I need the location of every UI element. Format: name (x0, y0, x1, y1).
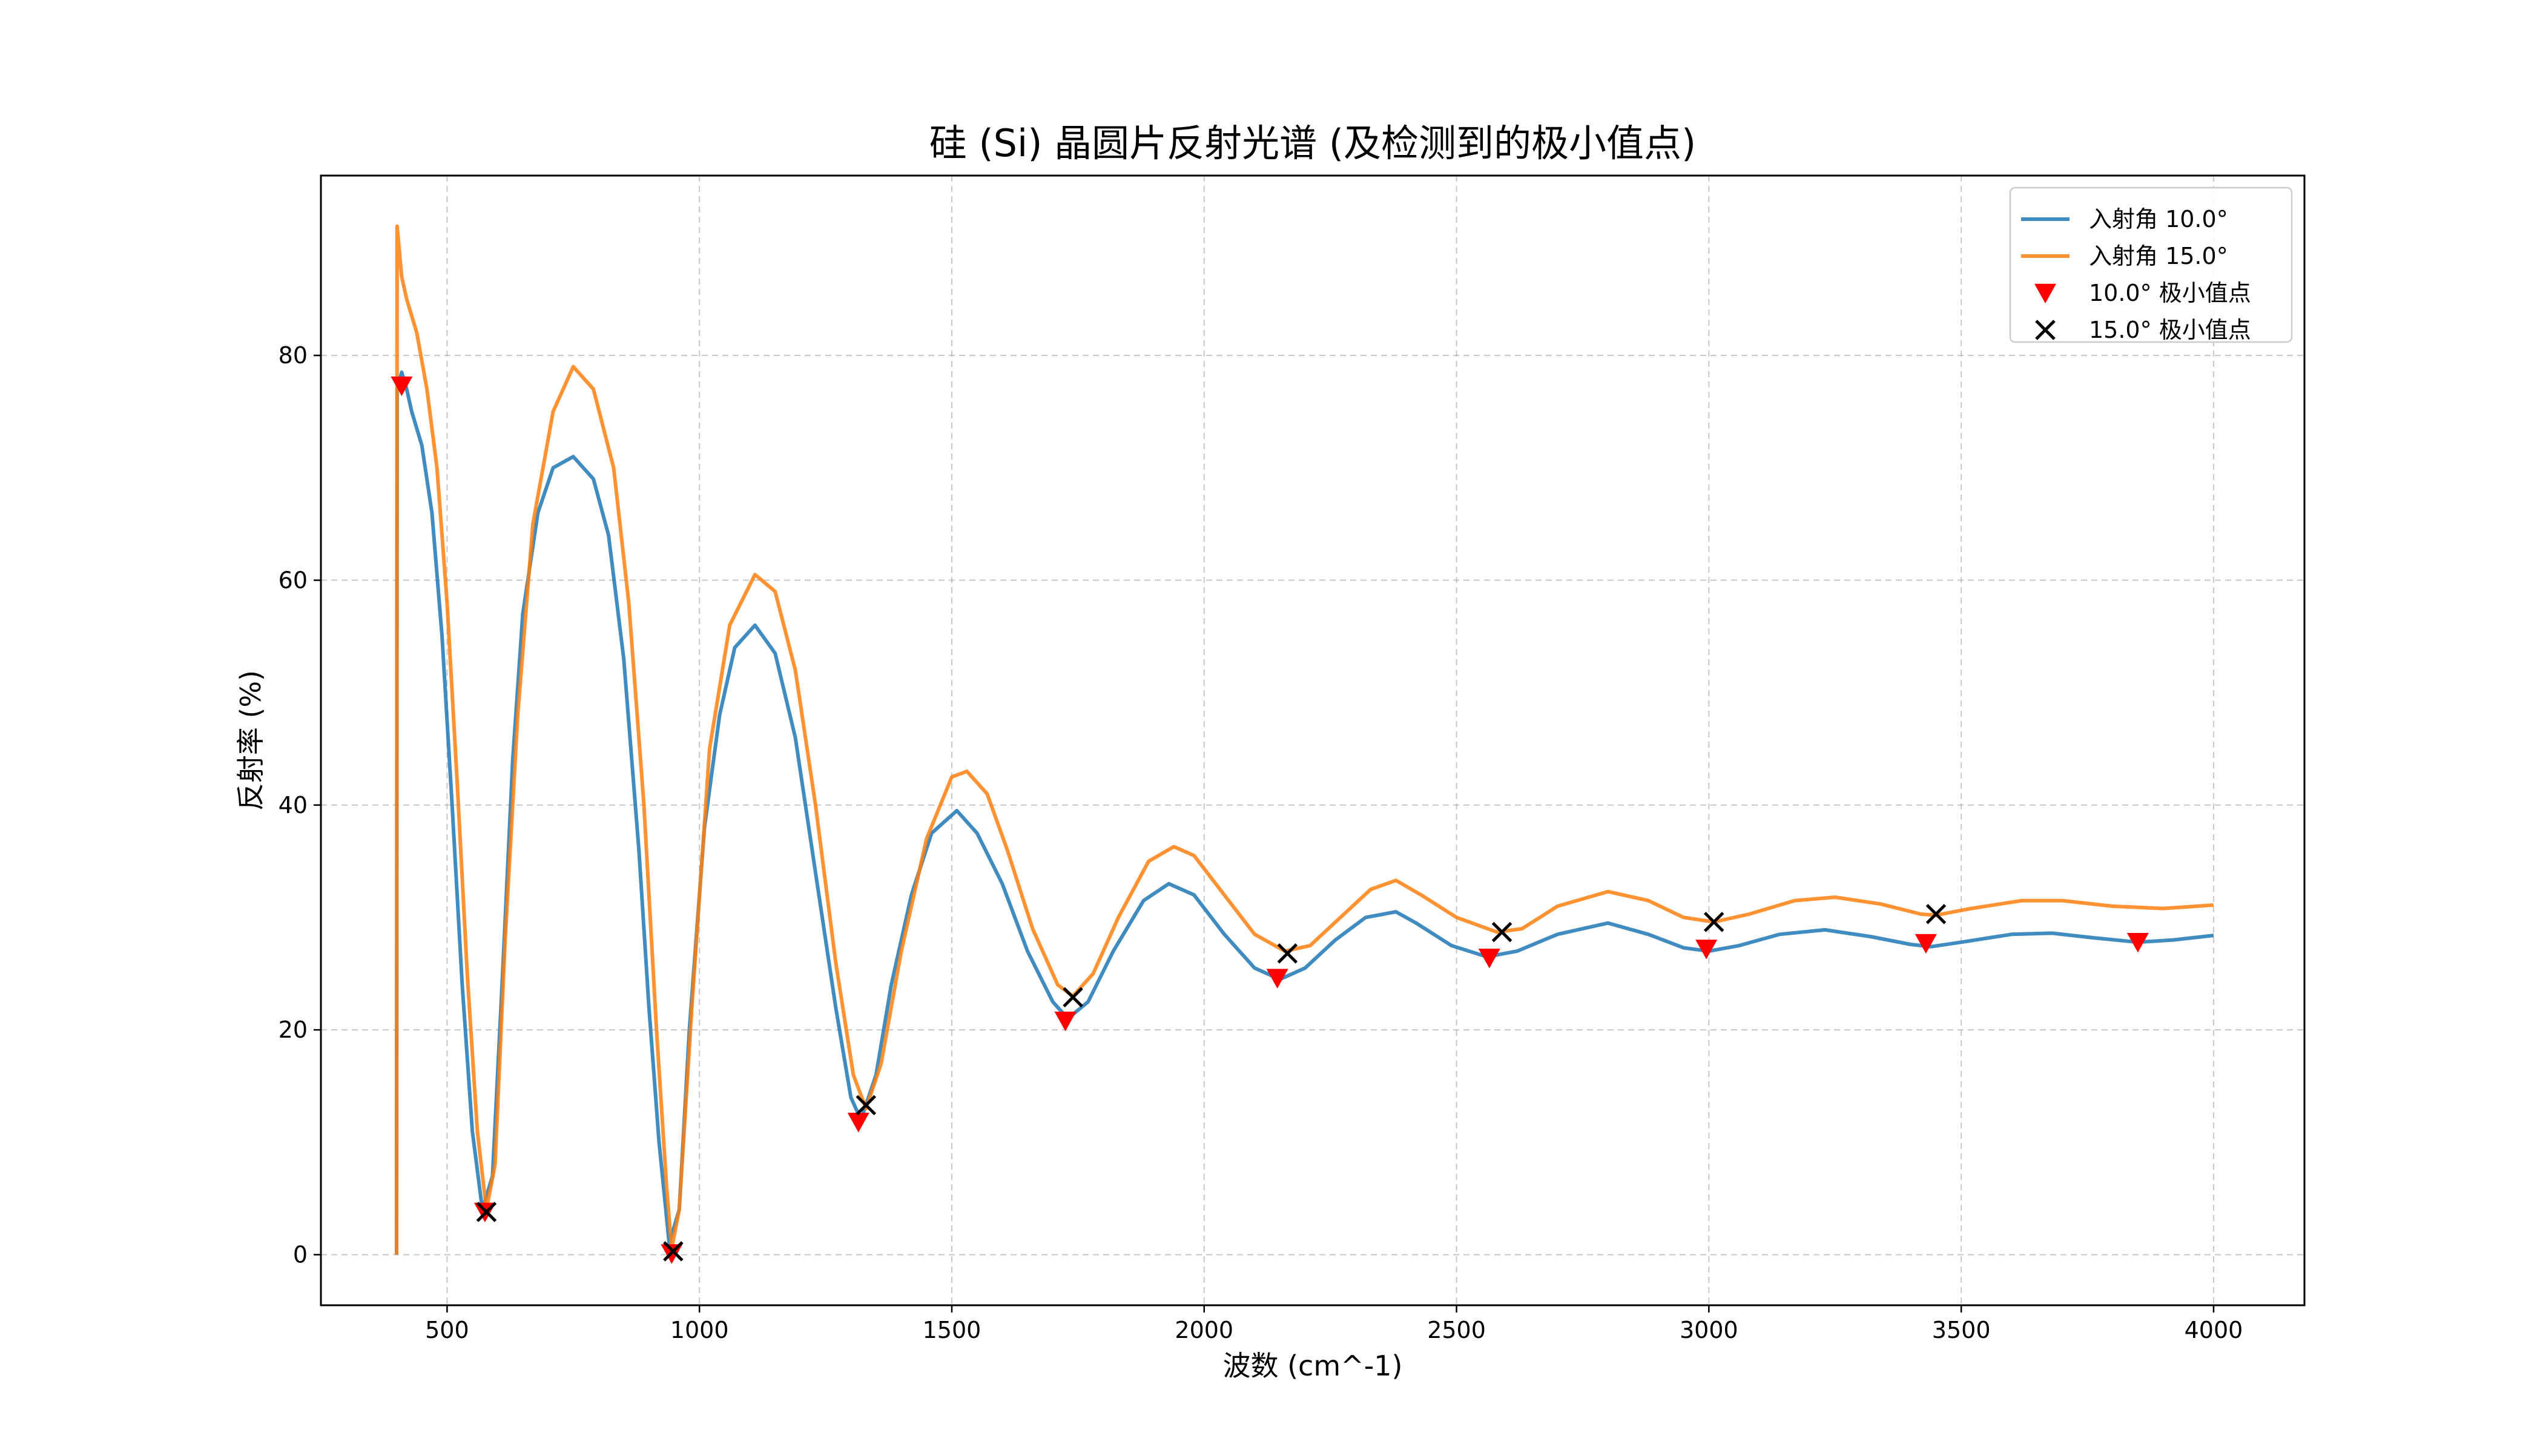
y-tick-label: 80 (279, 342, 308, 369)
minimum-marker-2 (1277, 943, 1298, 964)
y-axis-label: 反射率 (%) (234, 670, 267, 811)
legend-label: 入射角 10.0° (2089, 206, 2228, 232)
marker-layer (391, 376, 2149, 1264)
legend-box (2009, 186, 2293, 343)
legend-triangle-swatch (2034, 283, 2056, 304)
grid-layer (321, 176, 2304, 1305)
y-tick-label: 20 (279, 1016, 308, 1043)
legend-label: 入射角 15.0° (2089, 243, 2228, 269)
legend-label: 15.0° 极小值点 (2089, 317, 2251, 343)
minimum-marker-1 (1478, 948, 1500, 969)
minimum-marker-2 (1925, 904, 1947, 924)
y-tick-label: 60 (279, 567, 308, 593)
legend-label: 10.0° 极小值点 (2089, 280, 2251, 306)
x-tick-label: 4000 (2185, 1317, 2243, 1343)
y-tick-label: 0 (293, 1241, 308, 1268)
x-tick-label: 2000 (1175, 1317, 1233, 1343)
minimum-marker-1 (1266, 969, 1288, 989)
minimum-marker-1 (1054, 1011, 1077, 1032)
minimum-marker-2 (663, 1241, 684, 1262)
series-line-2 (395, 224, 2214, 1255)
minimum-marker-2 (1703, 912, 1724, 932)
minimum-marker-1 (1695, 940, 1718, 960)
minimum-marker-2 (1491, 921, 1512, 943)
series-layer (395, 224, 2214, 1255)
tick-layer: 500 1000 1500 2000 2500 3000 3500 4000 0 20 40 60 80 (279, 342, 2243, 1343)
minimum-marker-1 (2126, 932, 2149, 953)
legend: 入射角 10.0° 入射角 15.0° 10.0° 极小值点 15.0° 极小值点 (2009, 186, 2293, 343)
minimum-marker-2 (1063, 987, 1083, 1008)
y-tick-label: 40 (279, 792, 308, 819)
x-tick-label: 3000 (1680, 1317, 1738, 1343)
x-tick-label: 1500 (923, 1317, 981, 1343)
minimum-marker-1 (1915, 934, 1937, 954)
x-tick-label: 1000 (670, 1317, 729, 1343)
x-tick-label: 500 (425, 1317, 469, 1343)
x-tick-label: 3500 (1932, 1317, 1991, 1343)
minimum-marker-2 (856, 1095, 877, 1116)
minimum-marker-2 (476, 1202, 497, 1222)
legend-cross-swatch (2035, 320, 2056, 340)
x-tick-label: 2500 (1427, 1317, 1486, 1343)
plot-frame (320, 174, 2306, 1306)
chart-title: 硅 (Si) 晶圆片反射光谱 (及检测到的极小值点) (929, 121, 1696, 165)
x-axis-label: 波数 (cm^-1) (1222, 1349, 1402, 1382)
minimum-marker-1 (391, 376, 413, 397)
minimum-marker-1 (847, 1113, 869, 1133)
